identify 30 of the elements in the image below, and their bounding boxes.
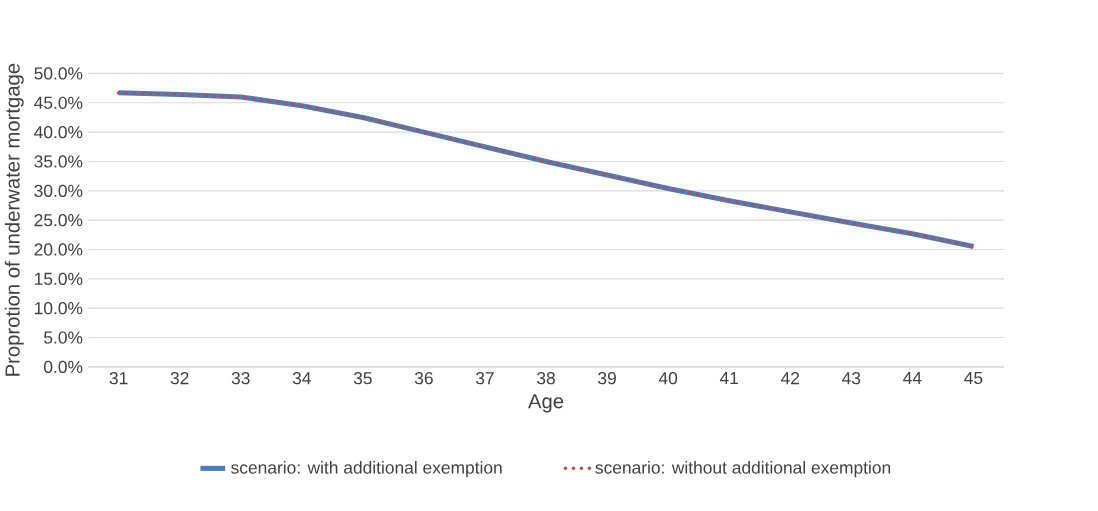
x-tick-label: 34 <box>292 371 311 385</box>
y-tick-label: 5.0% <box>44 331 83 344</box>
y-tick-label: 45.0% <box>34 96 83 109</box>
x-tick-label: 37 <box>475 371 494 385</box>
x-tick-label: 31 <box>109 371 128 385</box>
y-tick-label: 40.0% <box>34 125 83 139</box>
y-tick-label: 50.0% <box>34 67 83 80</box>
x-tick-label: 39 <box>598 371 616 385</box>
y-tick-label: 15.0% <box>35 272 83 285</box>
x-axis-title: Age <box>528 394 564 413</box>
y-tick-label: 35.0% <box>34 155 83 168</box>
x-tick-label: 44 <box>903 371 922 384</box>
y-tick-label: 10.0% <box>35 301 83 315</box>
y-tick-label: 30.0% <box>34 184 83 197</box>
x-tick-label: 32 <box>170 371 189 385</box>
legend-label: scenario: without additional exemption <box>595 460 891 478</box>
x-tick-label: 43 <box>842 371 861 385</box>
x-tick-label: 38 <box>537 371 555 385</box>
y-tick-label: 0.0% <box>44 360 83 373</box>
x-tick-label: 42 <box>781 371 800 385</box>
x-tick-label: 41 <box>719 371 739 384</box>
legend-label: scenario: with additional exemption <box>231 460 502 478</box>
y-axis-title: Proprotion of underwater mortgage <box>4 63 24 376</box>
x-tick-label: 35 <box>353 371 372 385</box>
x-tick-label: 33 <box>231 371 250 385</box>
y-tick-label: 25.0% <box>34 213 83 227</box>
x-tick-label: 45 <box>964 371 983 385</box>
y-tick-label: 20.0% <box>34 243 83 256</box>
x-tick-label: 36 <box>414 371 433 385</box>
x-tick-label: 40 <box>658 371 678 385</box>
